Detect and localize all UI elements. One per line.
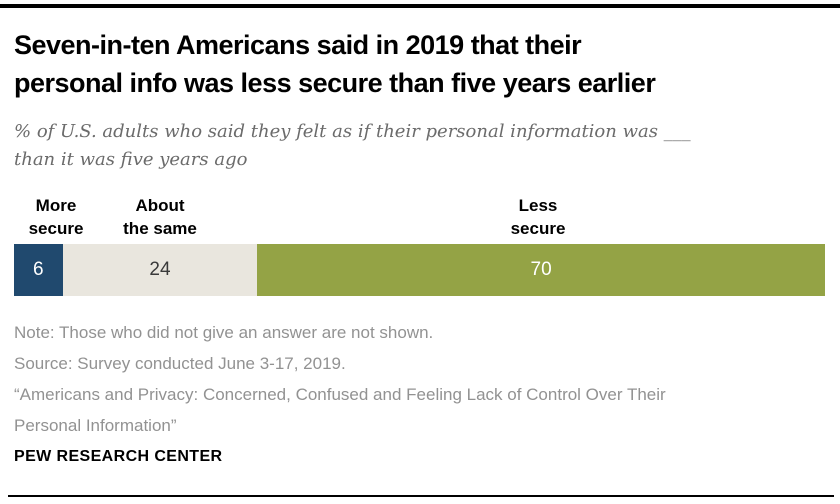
chart-title-line1: Seven-in-ten Americans said in 2019 that… xyxy=(14,30,582,60)
bar-segment-more-secure: 6 xyxy=(14,244,63,296)
bottom-divider xyxy=(8,495,834,497)
chart-title-line2: personal info was less secure than five … xyxy=(14,68,656,98)
stacked-bar: 6 24 70 xyxy=(14,244,825,296)
source-line: Source: Survey conducted June 3-17, 2019… xyxy=(14,354,346,373)
category-label-about-the-same: About the same xyxy=(123,196,197,238)
report-title-line1: “Americans and Privacy: Concerned, Confu… xyxy=(14,385,666,404)
bar-segment-about-the-same: 24 xyxy=(62,244,258,296)
chart-subtitle: % of U.S. adults who said they felt as i… xyxy=(14,118,814,174)
report-title-line2: Personal Information” xyxy=(14,416,177,435)
category-label-more-secure: More secure xyxy=(28,196,84,238)
chart-subtitle-line2: than it was five years ago xyxy=(14,149,248,170)
bar-value-more-secure: 6 xyxy=(33,259,44,280)
bar-value-less-secure: 70 xyxy=(530,259,552,280)
chart-subtitle-line1: % of U.S. adults who said they felt as i… xyxy=(14,121,691,142)
footnotes: Note: Those who did not give an answer a… xyxy=(14,317,814,441)
category-label-less-secure: Less secure xyxy=(510,196,566,238)
note-line: Note: Those who did not give an answer a… xyxy=(14,323,434,342)
bar-segment-less-secure: 70 xyxy=(257,244,825,296)
chart-title: Seven-in-ten Americans said in 2019 that… xyxy=(14,26,814,102)
top-divider xyxy=(0,4,840,8)
pew-research-center-wordmark: PEW RESEARCH CENTER xyxy=(14,448,223,465)
bar-value-about-the-same: 24 xyxy=(149,259,171,280)
